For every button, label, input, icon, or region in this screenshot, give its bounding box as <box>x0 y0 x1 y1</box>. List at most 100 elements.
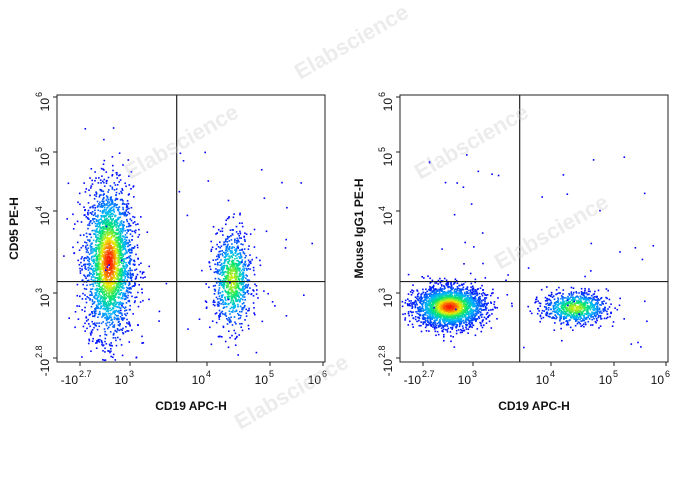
event-dot <box>123 221 125 223</box>
event-dot <box>91 329 94 331</box>
event-dot <box>113 224 116 227</box>
event-dot <box>109 224 112 227</box>
event-dot <box>118 236 121 239</box>
event-dot <box>89 294 91 296</box>
event-dot <box>125 251 128 254</box>
event-dot <box>464 295 466 298</box>
event-dot <box>224 240 227 243</box>
event-dot <box>236 285 239 288</box>
event-dot <box>112 276 114 279</box>
event-dot <box>87 247 90 249</box>
event-dot <box>108 231 111 233</box>
event-dot <box>436 300 438 303</box>
event-dot <box>111 281 113 284</box>
event-dot <box>122 241 125 244</box>
event-dot <box>111 247 114 249</box>
event-dot <box>105 287 108 290</box>
event-dot <box>100 306 102 309</box>
event-dot <box>239 252 241 254</box>
event-dot <box>214 277 217 280</box>
event-dot <box>131 239 133 241</box>
event-dot <box>107 231 109 234</box>
event-dot <box>131 276 133 279</box>
event-dot <box>118 244 120 246</box>
event-dot <box>205 301 208 303</box>
event-dot <box>122 248 124 251</box>
event-dot <box>105 286 107 289</box>
event-dot <box>135 277 137 279</box>
event-dot <box>130 171 133 173</box>
event-dot <box>101 206 103 208</box>
event-dot <box>122 243 124 245</box>
event-dot <box>98 285 100 287</box>
event-dot <box>228 320 231 322</box>
event-dot <box>99 241 101 244</box>
event-dot <box>101 219 103 222</box>
event-dot <box>218 309 221 312</box>
event-dot <box>129 291 131 293</box>
event-dot <box>431 300 434 302</box>
event-dot <box>99 225 101 228</box>
event-dot <box>93 310 95 312</box>
event-dot <box>227 262 230 265</box>
event-dot <box>481 300 483 302</box>
event-dot <box>431 313 434 315</box>
event-dot <box>439 277 441 280</box>
event-dot <box>90 185 93 187</box>
event-dot <box>232 286 234 288</box>
event-dot <box>90 212 93 214</box>
event-dot <box>110 285 112 288</box>
event-dot <box>441 292 444 295</box>
event-dot <box>224 256 227 259</box>
event-dot <box>91 183 94 185</box>
event-dot <box>227 243 229 246</box>
event-dot <box>241 303 244 305</box>
event-dot <box>219 279 222 282</box>
event-dot <box>114 221 116 224</box>
event-dot <box>238 299 241 302</box>
event-dot <box>104 208 106 211</box>
event-dot <box>105 225 108 228</box>
event-dot <box>102 263 104 266</box>
event-dot <box>102 279 105 281</box>
event-dot <box>121 259 123 262</box>
event-dot <box>456 319 458 322</box>
event-dot <box>225 247 228 250</box>
event-dot <box>253 273 256 276</box>
event-dot <box>461 320 464 322</box>
event-dot <box>92 274 94 277</box>
event-dot <box>474 303 476 306</box>
event-dot <box>124 213 127 215</box>
event-dot <box>219 273 221 275</box>
event-dot <box>117 286 119 289</box>
event-dot <box>99 267 101 270</box>
event-dot <box>116 302 118 304</box>
event-dot <box>238 334 240 336</box>
event-dot <box>124 306 127 308</box>
event-dot <box>448 286 451 288</box>
event-dot <box>487 302 489 304</box>
event-dot <box>87 279 90 282</box>
event-dot <box>130 219 133 222</box>
event-dot <box>226 286 228 289</box>
event-dot <box>462 327 464 329</box>
event-dot <box>240 237 242 239</box>
event-dot <box>134 282 136 284</box>
event-dot <box>111 236 113 238</box>
event-dot <box>133 216 136 219</box>
event-dot <box>436 319 438 321</box>
event-dot <box>96 341 98 344</box>
event-dot <box>117 207 119 209</box>
event-dot <box>238 270 240 272</box>
event-dot <box>122 317 125 319</box>
event-dot <box>115 272 117 275</box>
event-dot <box>107 282 109 284</box>
event-dot <box>451 327 454 330</box>
event-dot <box>241 273 243 275</box>
event-dot <box>103 228 105 230</box>
event-dot <box>240 273 242 276</box>
event-dot <box>85 320 88 322</box>
event-dot <box>242 243 244 246</box>
event-dot <box>124 241 127 243</box>
event-dot <box>97 245 100 247</box>
